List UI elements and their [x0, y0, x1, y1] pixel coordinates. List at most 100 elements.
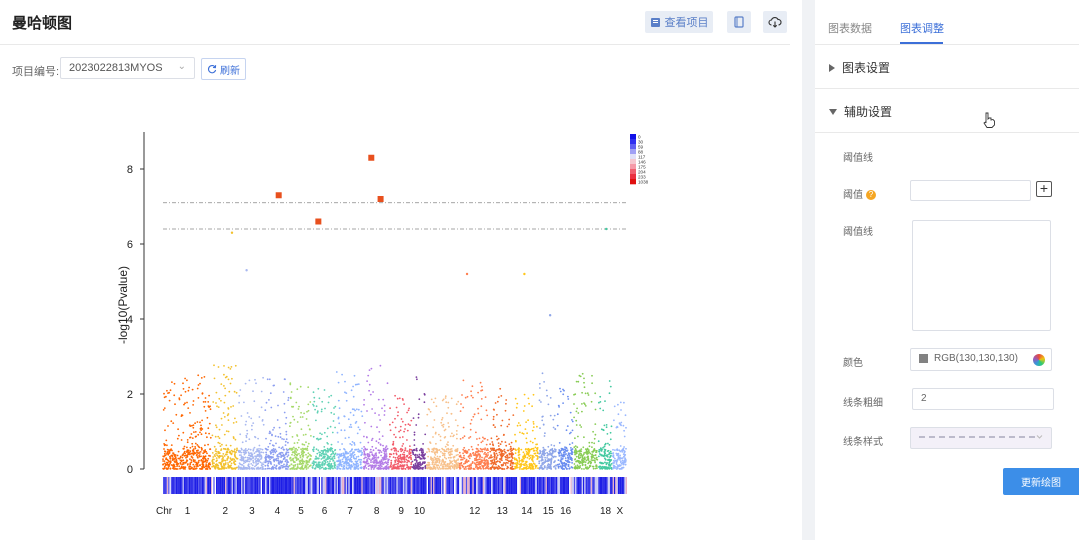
snp-point [539, 450, 542, 453]
section-aux-settings[interactable]: 辅助设置 [829, 103, 892, 120]
snp-point [209, 436, 212, 439]
notebook-button[interactable] [727, 11, 751, 33]
snp-point [169, 455, 171, 458]
snp-point [581, 458, 583, 461]
help-icon[interactable]: ? [866, 190, 876, 201]
snp-point [514, 448, 517, 451]
snp-point [340, 453, 343, 455]
snp-point [268, 378, 271, 381]
line-width-input[interactable]: 2 [912, 388, 1054, 410]
project-id-select[interactable]: 2023022813MYOS ⌄ [60, 57, 195, 79]
snp-point [522, 451, 525, 454]
snp-point [265, 448, 267, 450]
snp-point [370, 439, 373, 442]
snp-point [320, 466, 323, 469]
snp-point [345, 399, 348, 402]
snp-point [395, 459, 397, 461]
snp-point [484, 451, 486, 454]
density-cell [538, 477, 540, 494]
snp-point [306, 460, 309, 462]
refresh-button[interactable]: 刷新 [201, 58, 246, 80]
snp-point [333, 457, 336, 460]
snp-point [518, 456, 520, 459]
tab-chart-data[interactable]: 图表数据 [828, 23, 872, 35]
density-cell [204, 477, 206, 494]
snp-point [369, 451, 372, 454]
snp-point [424, 433, 427, 436]
snp-point [222, 459, 225, 461]
density-cell [579, 477, 581, 494]
threshold-input[interactable] [910, 180, 1031, 201]
snp-point [200, 455, 202, 458]
snp-point [298, 463, 301, 465]
snp-point [205, 461, 208, 463]
snp-point [328, 462, 331, 465]
color-wheel-icon[interactable] [1033, 354, 1045, 366]
snp-point [451, 460, 453, 463]
snp-point [606, 433, 609, 435]
snp-point [509, 460, 512, 463]
section-chart-settings[interactable]: 图表设置 [829, 59, 890, 76]
snp-point [261, 468, 264, 470]
snp-point [224, 387, 227, 390]
snp-point [510, 453, 513, 456]
density-cell [614, 477, 616, 494]
snp-point [324, 461, 327, 464]
chart-panel: 曼哈顿图 查看项目 项目编号: 2023022813MYOS [0, 11, 790, 517]
chromosome-points-12 [458, 379, 490, 470]
color-picker[interactable]: RGB(130,130,130) [910, 348, 1052, 371]
snp-point [578, 374, 581, 377]
snp-point [323, 459, 325, 462]
snp-point [593, 457, 596, 460]
snp-point [554, 428, 557, 430]
snp-point [432, 457, 434, 460]
snp-point [616, 426, 619, 429]
snp-point [470, 394, 473, 397]
snp-point [287, 454, 290, 456]
snp-point [512, 447, 515, 450]
snp-point [421, 462, 424, 465]
density-cell [575, 477, 577, 494]
snp-point [301, 452, 304, 455]
snp-point [259, 461, 262, 464]
snp-point [313, 463, 315, 466]
snp-point [272, 448, 275, 450]
snp-point [182, 388, 185, 390]
snp-point [367, 468, 370, 470]
view-project-button[interactable]: 查看项目 [645, 11, 713, 33]
snp-point [534, 467, 537, 469]
snp-point [275, 464, 278, 467]
snp-point [534, 452, 537, 455]
tab-chart-adjust[interactable]: 图表调整 [900, 23, 944, 35]
snp-point [235, 467, 238, 469]
line-style-select[interactable] [910, 427, 1052, 449]
snp-point [591, 382, 593, 385]
snp-point [532, 421, 535, 423]
snp-point [169, 457, 172, 460]
threshold-lines-textarea[interactable] [912, 220, 1051, 331]
snp-point [366, 459, 368, 461]
snp-point [575, 410, 578, 413]
snp-point [370, 459, 372, 462]
snp-point [363, 399, 365, 401]
snp-point [462, 426, 465, 429]
snp-point [348, 459, 351, 462]
density-cell [313, 477, 315, 494]
snp-point [286, 461, 289, 463]
snp-point [413, 433, 416, 436]
density-cell [208, 477, 210, 494]
snp-point [414, 466, 417, 468]
update-chart-button[interactable]: 更新绘图 [1003, 468, 1079, 495]
density-cell [433, 477, 435, 494]
snp-point [449, 459, 451, 462]
snp-point [245, 436, 248, 439]
snp-point [468, 457, 471, 460]
snp-point [165, 461, 168, 464]
significant-snp-marker [377, 196, 384, 202]
download-button[interactable] [763, 11, 787, 33]
density-cell [594, 477, 596, 494]
snp-point [434, 447, 436, 450]
add-threshold-button[interactable]: + [1036, 181, 1052, 197]
snp-point [579, 424, 581, 426]
snp-point [199, 451, 202, 453]
